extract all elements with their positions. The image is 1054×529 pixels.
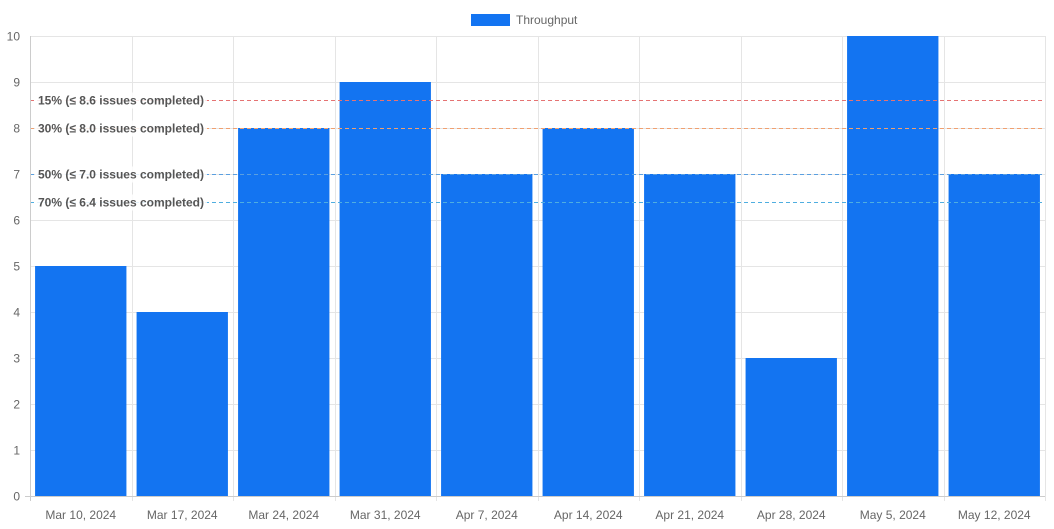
y-tick-label: 8 [13,122,20,136]
bars [35,36,1040,496]
y-tick-label: 6 [13,214,20,228]
x-tick-label: Mar 10, 2024 [45,508,116,522]
reference-line-label: 30% (≤ 8.0 issues completed) [38,122,204,136]
y-tick-label: 7 [13,168,20,182]
reference-line-label-bg [35,194,207,211]
x-axis-ticks: Mar 10, 2024 Mar 17, 2024 Mar 24, 2024 Mar … [45,508,1031,522]
bar[interactable] [644,174,736,496]
x-tick-label: Mar 17, 2024 [147,508,218,522]
bar[interactable] [847,36,939,496]
x-tick-label: May 5, 2024 [860,508,926,522]
reference-line-label-bg [35,120,207,137]
x-tick-label: Apr 7, 2024 [456,508,518,522]
reference-line-label: 15% (≤ 8.6 issues completed) [38,94,204,108]
reference-line-label-bg [35,92,207,109]
x-tick-label: Apr 21, 2024 [655,508,724,522]
legend-label-throughput: Throughput [516,13,578,27]
bar[interactable] [948,174,1040,496]
y-tick-label: 1 [13,444,20,458]
x-tick-label: Mar 24, 2024 [248,508,319,522]
x-tick-label: Apr 28, 2024 [757,508,826,522]
reference-line-label-bg [35,166,207,183]
y-tick-label: 3 [13,352,20,366]
legend[interactable]: Throughput [471,13,578,27]
reference-line-label: 50% (≤ 7.0 issues completed) [38,168,204,182]
reference-lines: 15% (≤ 8.6 issues completed) 30% (≤ 8.0 i… [30,92,1045,211]
reference-line-label: 70% (≤ 6.4 issues completed) [38,196,204,210]
bar[interactable] [745,358,837,496]
y-tick-label: 4 [13,306,20,320]
bar[interactable] [238,128,330,496]
x-tick-label: May 12, 2024 [958,508,1031,522]
bar[interactable] [542,128,634,496]
axes [25,36,1045,501]
bar[interactable] [136,312,228,496]
y-tick-label: 9 [13,76,20,90]
bar[interactable] [441,174,533,496]
legend-swatch-throughput [471,14,510,26]
y-tick-label: 10 [7,30,21,44]
x-tick-label: Apr 14, 2024 [554,508,623,522]
bar[interactable] [339,82,431,496]
y-tick-label: 2 [13,398,20,412]
bar[interactable] [35,266,127,496]
y-tick-label: 0 [13,490,20,504]
x-tick-label: Mar 31, 2024 [350,508,421,522]
y-tick-label: 5 [13,260,20,274]
y-axis-ticks: 0 1 2 3 4 5 6 7 8 9 10 [7,30,21,504]
